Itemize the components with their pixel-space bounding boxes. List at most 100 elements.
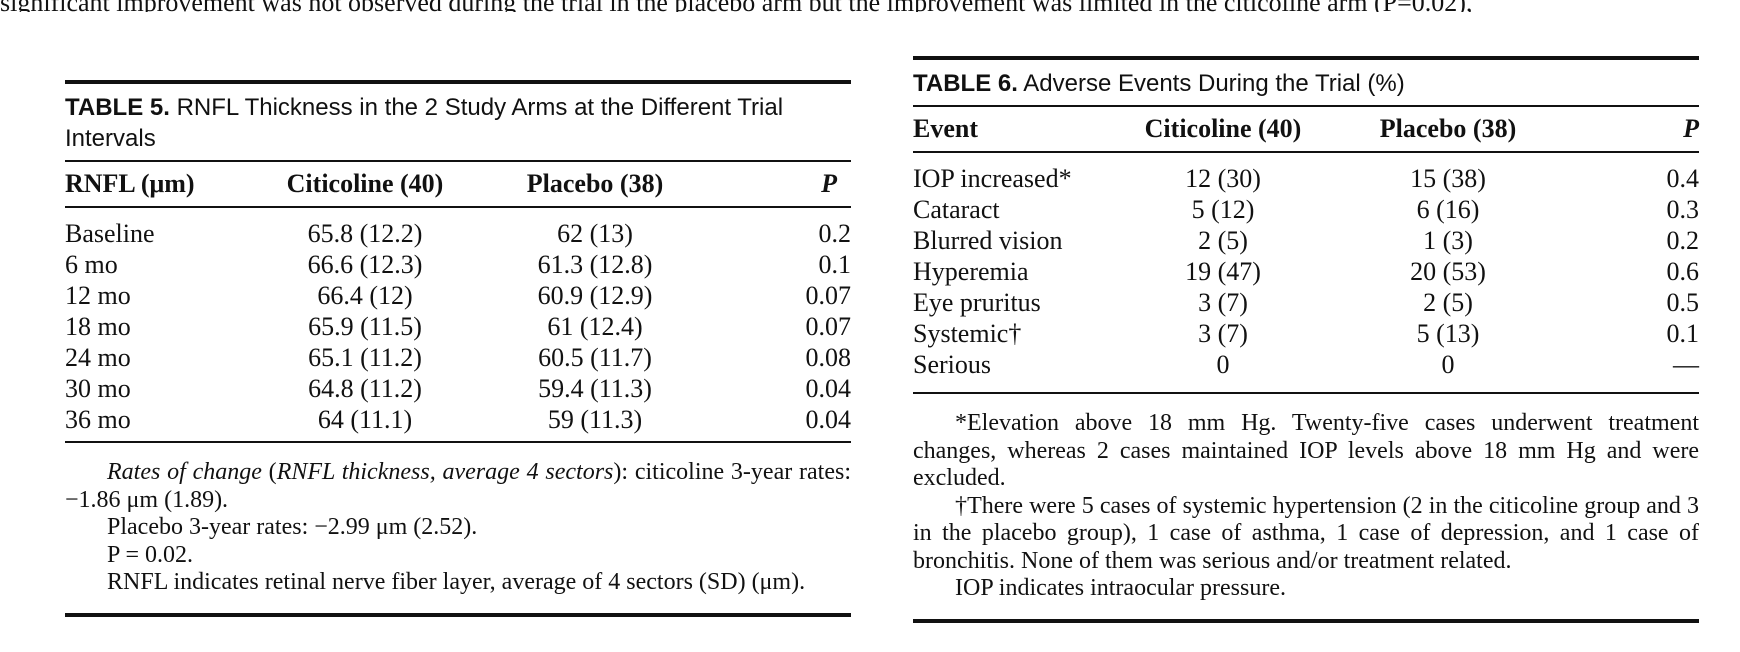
table-caption: TABLE 5. RNFL Thickness in the 2 Study A…	[65, 84, 851, 160]
placebo-value: 61.3 (12.8)	[537, 249, 653, 279]
placebo-value: 20 (53)	[1410, 256, 1486, 286]
bottom-rule	[65, 612, 851, 617]
table-row: Hyperemia 19 (47) 20 (53) 0.6	[913, 256, 1699, 287]
row-label: 30 mo	[65, 373, 131, 403]
p-value: 0.04	[805, 404, 852, 434]
table-row: Systemic† 3 (7) 5 (13) 0.1	[913, 318, 1699, 349]
rates-text: : citicoline 3-year rates: −1.86 μm (1.8…	[65, 459, 851, 513]
citicoline-value: 0	[1216, 349, 1230, 379]
p-value: 0.6	[1666, 256, 1700, 286]
row-label: 24 mo	[65, 342, 131, 372]
p-value: 0.08	[805, 342, 852, 372]
rates-label: Rates of change	[107, 459, 262, 485]
footnote-iop-elevation: *Elevation above 18 mm Hg. Twenty-five c…	[913, 410, 1699, 491]
header-rule	[65, 160, 851, 162]
body-bottom-rule	[913, 392, 1699, 394]
table-footnotes: *Elevation above 18 mm Hg. Twenty-five c…	[913, 394, 1699, 619]
table-footnotes: Rates of change (RNFL thickness, average…	[65, 443, 851, 613]
column-header-citicoline: Citicoline (40)	[1144, 114, 1302, 143]
citicoline-value: 12 (30)	[1185, 163, 1261, 193]
p-value: 0.1	[1666, 318, 1700, 348]
table-5: TABLE 5. RNFL Thickness in the 2 Study A…	[65, 80, 851, 617]
citicoline-value: 5 (12)	[1191, 194, 1255, 224]
row-label: Baseline	[65, 218, 155, 248]
placebo-value: 15 (38)	[1410, 163, 1486, 193]
bottom-rule	[913, 618, 1699, 623]
citicoline-value: 3 (7)	[1198, 287, 1248, 317]
p-value: 0.07	[805, 280, 852, 310]
header-rule	[913, 105, 1699, 107]
p-value: 0.1	[818, 249, 852, 279]
table-row: Blurred vision 2 (5) 1 (3) 0.2	[913, 225, 1699, 256]
table-row: IOP increased* 12 (30) 15 (38) 0.4	[913, 163, 1699, 194]
p-value: 0.3	[1666, 194, 1700, 224]
table-row: Cataract 5 (12) 6 (16) 0.3	[913, 194, 1699, 225]
citicoline-value: 64.8 (11.2)	[308, 373, 422, 403]
row-label: Eye pruritus	[913, 287, 1041, 317]
table-title: RNFL Thickness in the 2 Study Arms at th…	[65, 94, 784, 152]
body-bottom-rule	[65, 441, 851, 443]
citicoline-value: 66.6 (12.3)	[307, 249, 423, 279]
column-header-p: P	[821, 169, 837, 198]
row-label: Blurred vision	[913, 225, 1063, 255]
citicoline-value: 64 (11.1)	[317, 404, 413, 434]
footnote-rates: Rates of change (RNFL thickness, average…	[65, 459, 851, 513]
p-value: 0.2	[818, 218, 852, 248]
table-header-row: RNFL (μm) Citicoline (40) Placebo (38) P	[65, 162, 851, 206]
rates-paren: RNFL thickness, average 4 sectors	[276, 459, 614, 485]
footnote-systemic: †There were 5 cases of systemic hyperten…	[913, 492, 1699, 574]
p-value: 0.07	[805, 311, 852, 341]
row-label: 36 mo	[65, 404, 131, 434]
citicoline-value: 65.1 (11.2)	[308, 342, 422, 372]
column-header-p: P	[1683, 114, 1699, 143]
table-body: Baseline 65.8 (12.2) 62 (13) 0.2 6 mo 66.6 (…	[65, 208, 851, 441]
column-header-placebo: Placebo (38)	[526, 169, 664, 198]
p-value: 0.2	[1666, 225, 1700, 255]
table-label: TABLE 5.	[65, 94, 170, 121]
row-label: 18 mo	[65, 311, 131, 341]
placebo-value: 60.5 (11.7)	[538, 342, 652, 372]
table-row: 30 mo 64.8 (11.2) 59.4 (11.3) 0.04	[65, 373, 851, 404]
citicoline-value: 3 (7)	[1198, 318, 1248, 348]
table-row: 36 mo 64 (11.1) 59 (11.3) 0.04	[65, 404, 851, 435]
p-value: 0.04	[805, 373, 852, 403]
citicoline-value: 65.9 (11.5)	[308, 311, 422, 341]
table-row: 18 mo 65.9 (11.5) 61 (12.4) 0.07	[65, 311, 851, 342]
placebo-value: 62 (13)	[557, 218, 633, 248]
citicoline-value: 66.4 (12)	[317, 280, 413, 310]
top-rule	[65, 80, 851, 84]
row-label: Cataract	[913, 194, 1000, 224]
p-value: —	[1673, 349, 1699, 379]
table-row: Serious 0 0 —	[913, 349, 1699, 380]
table-label: TABLE 6.	[913, 70, 1018, 97]
footnote-definition: RNFL indicates retinal nerve fiber layer…	[107, 569, 806, 595]
placebo-value: 59 (11.3)	[547, 404, 643, 434]
column-header-citicoline: Citicoline (40)	[286, 169, 444, 198]
placebo-value: 6 (16)	[1416, 194, 1480, 224]
table-body: IOP increased* 12 (30) 15 (38) 0.4 Cataract…	[913, 153, 1699, 392]
citicoline-value: 2 (5)	[1198, 225, 1248, 255]
footnote-iop-definition: IOP indicates intraocular pressure.	[955, 575, 1286, 601]
column-header-rnfl: RNFL (μm)	[65, 169, 195, 198]
table-title: Adverse Events During the Trial (%)	[1023, 70, 1405, 97]
column-header-placebo: Placebo (38)	[1379, 114, 1517, 143]
placebo-value: 59.4 (11.3)	[538, 373, 652, 403]
row-label: Hyperemia	[913, 256, 1029, 286]
footnote-placebo: Placebo 3-year rates: −2.99 μm (2.52).	[107, 514, 478, 540]
p-value: 0.4	[1666, 163, 1700, 193]
header-bottom-rule	[65, 206, 851, 208]
placebo-value: 60.9 (12.9)	[537, 280, 653, 310]
row-label: Serious	[913, 349, 991, 379]
citicoline-value: 65.8 (12.2)	[307, 218, 423, 248]
p-value: 0.5	[1666, 287, 1700, 317]
row-label: 6 mo	[65, 249, 118, 279]
placebo-value: 2 (5)	[1423, 287, 1473, 317]
table-row: 24 mo 65.1 (11.2) 60.5 (11.7) 0.08	[65, 342, 851, 373]
table-6: TABLE 6. Adverse Events During the Trial…	[913, 56, 1699, 623]
placebo-value: 1 (3)	[1423, 225, 1473, 255]
table-header-row: Event Citicoline (40) Placebo (38) P	[913, 107, 1699, 151]
row-label: IOP increased*	[913, 163, 1072, 193]
header-bottom-rule	[913, 151, 1699, 153]
row-label: 12 mo	[65, 280, 131, 310]
top-rule	[913, 56, 1699, 60]
